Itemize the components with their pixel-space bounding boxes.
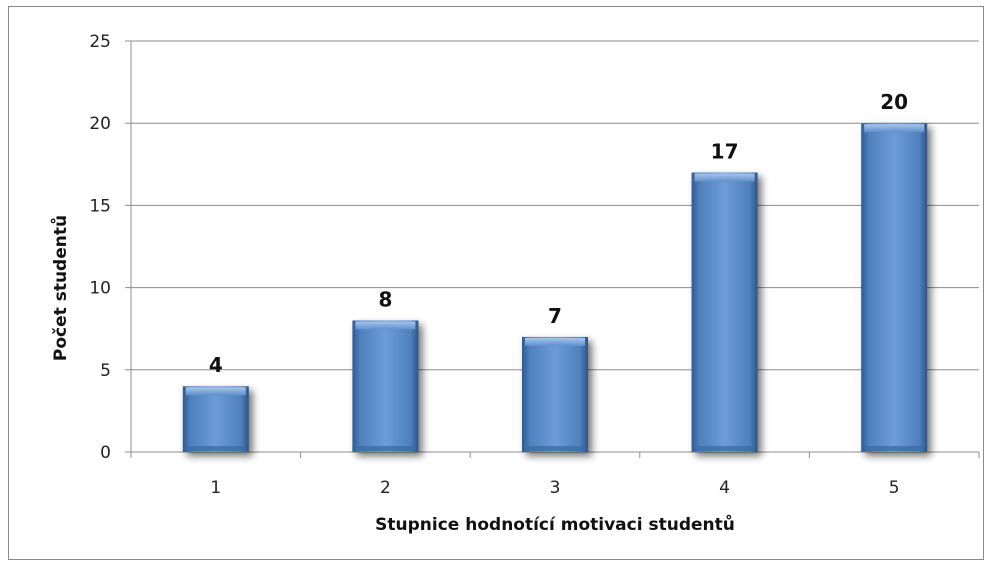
- bar-body: [352, 320, 419, 452]
- bar-body: [861, 123, 928, 452]
- bar-body: [691, 172, 758, 452]
- y-axis-title: Počet studentů: [49, 215, 71, 361]
- bar-cap: [694, 173, 755, 182]
- bar-cap: [355, 321, 416, 330]
- x-tick-labels: 1 2 3 4 5: [210, 478, 899, 498]
- x-tick-label: 5: [889, 478, 900, 498]
- bar-body: [182, 386, 249, 452]
- bar-base: [694, 446, 755, 451]
- gridlines: [131, 40, 979, 371]
- y-tick-label: 10: [89, 279, 111, 299]
- y-tick-label: 25: [89, 32, 111, 52]
- bar-base: [185, 446, 246, 451]
- bar-base: [525, 446, 585, 451]
- y-tick-label: 5: [100, 361, 111, 381]
- bar: [352, 320, 419, 452]
- bar: [691, 172, 758, 452]
- bar: [522, 336, 588, 452]
- bar: [182, 386, 249, 452]
- data-label: 7: [548, 304, 562, 328]
- y-tick-label: 0: [100, 443, 111, 463]
- data-label: 17: [711, 140, 739, 164]
- data-label: 20: [880, 90, 908, 114]
- bar-base: [355, 446, 416, 451]
- chart-frame: [8, 6, 984, 560]
- data-labels: 4 8 7 17 20: [209, 90, 908, 377]
- y-tick-labels: 0 5 10 15 20 25: [89, 32, 111, 463]
- bar-cap: [185, 387, 246, 396]
- x-tick-label: 1: [210, 478, 221, 498]
- x-axis-title: Stupnice hodnotící motivaci studentů: [375, 513, 735, 535]
- bar-base: [864, 446, 925, 451]
- bars: [182, 123, 928, 452]
- bar: [861, 123, 928, 452]
- y-tick-label: 15: [89, 196, 111, 216]
- bar-cap: [525, 337, 585, 346]
- x-tick-label: 2: [380, 478, 391, 498]
- bar-body: [522, 336, 588, 452]
- y-tick-label: 20: [89, 114, 111, 134]
- bar-cap: [864, 124, 925, 133]
- x-tick-label: 3: [550, 478, 561, 498]
- data-label: 8: [378, 287, 392, 311]
- x-tick-label: 4: [719, 478, 730, 498]
- data-label: 4: [209, 353, 223, 377]
